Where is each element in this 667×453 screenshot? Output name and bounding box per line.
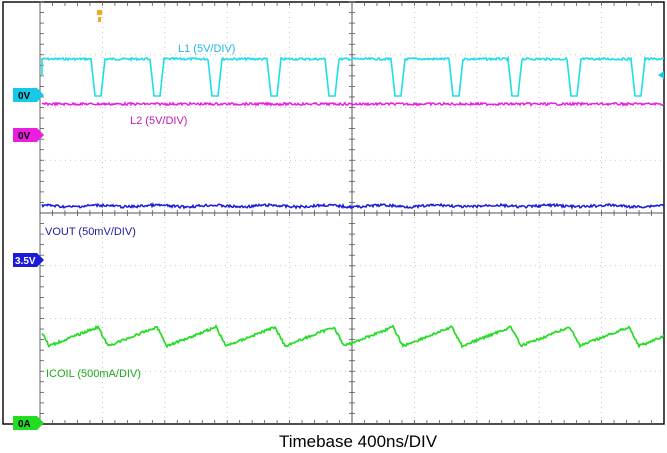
traces	[41, 54, 665, 349]
timebase-label: Timebase 400ns/DIV	[279, 432, 438, 451]
ref-marker-vout: 3.5V	[13, 253, 44, 267]
ref-marker-l1-label: 0V	[18, 91, 31, 102]
trace-icoil	[41, 324, 665, 349]
trace-vout	[41, 202, 665, 210]
trigger-marker-icon	[97, 10, 102, 22]
l1-offscreen-arrow-icon	[658, 71, 664, 79]
trace-l2	[41, 101, 665, 107]
graticule	[39, 1, 664, 424]
ref-marker-vout-label: 3.5V	[15, 256, 36, 267]
ref-marker-l1: 0V	[13, 88, 44, 102]
label-vout: VOUT (50mV/DIV)	[45, 226, 136, 238]
ref-marker-icoil-label: 0A	[18, 419, 31, 430]
label-icoil: ICOIL (500mA/DIV)	[46, 368, 141, 380]
trace-l1	[41, 54, 664, 97]
label-l2: L2 (5V/DIV)	[130, 115, 187, 127]
ref-marker-l2: 0V	[13, 128, 44, 142]
ref-marker-l2-label: 0V	[18, 131, 31, 142]
label-l1: L1 (5V/DIV)	[178, 43, 235, 55]
ref-marker-icoil: 0A	[13, 416, 44, 430]
